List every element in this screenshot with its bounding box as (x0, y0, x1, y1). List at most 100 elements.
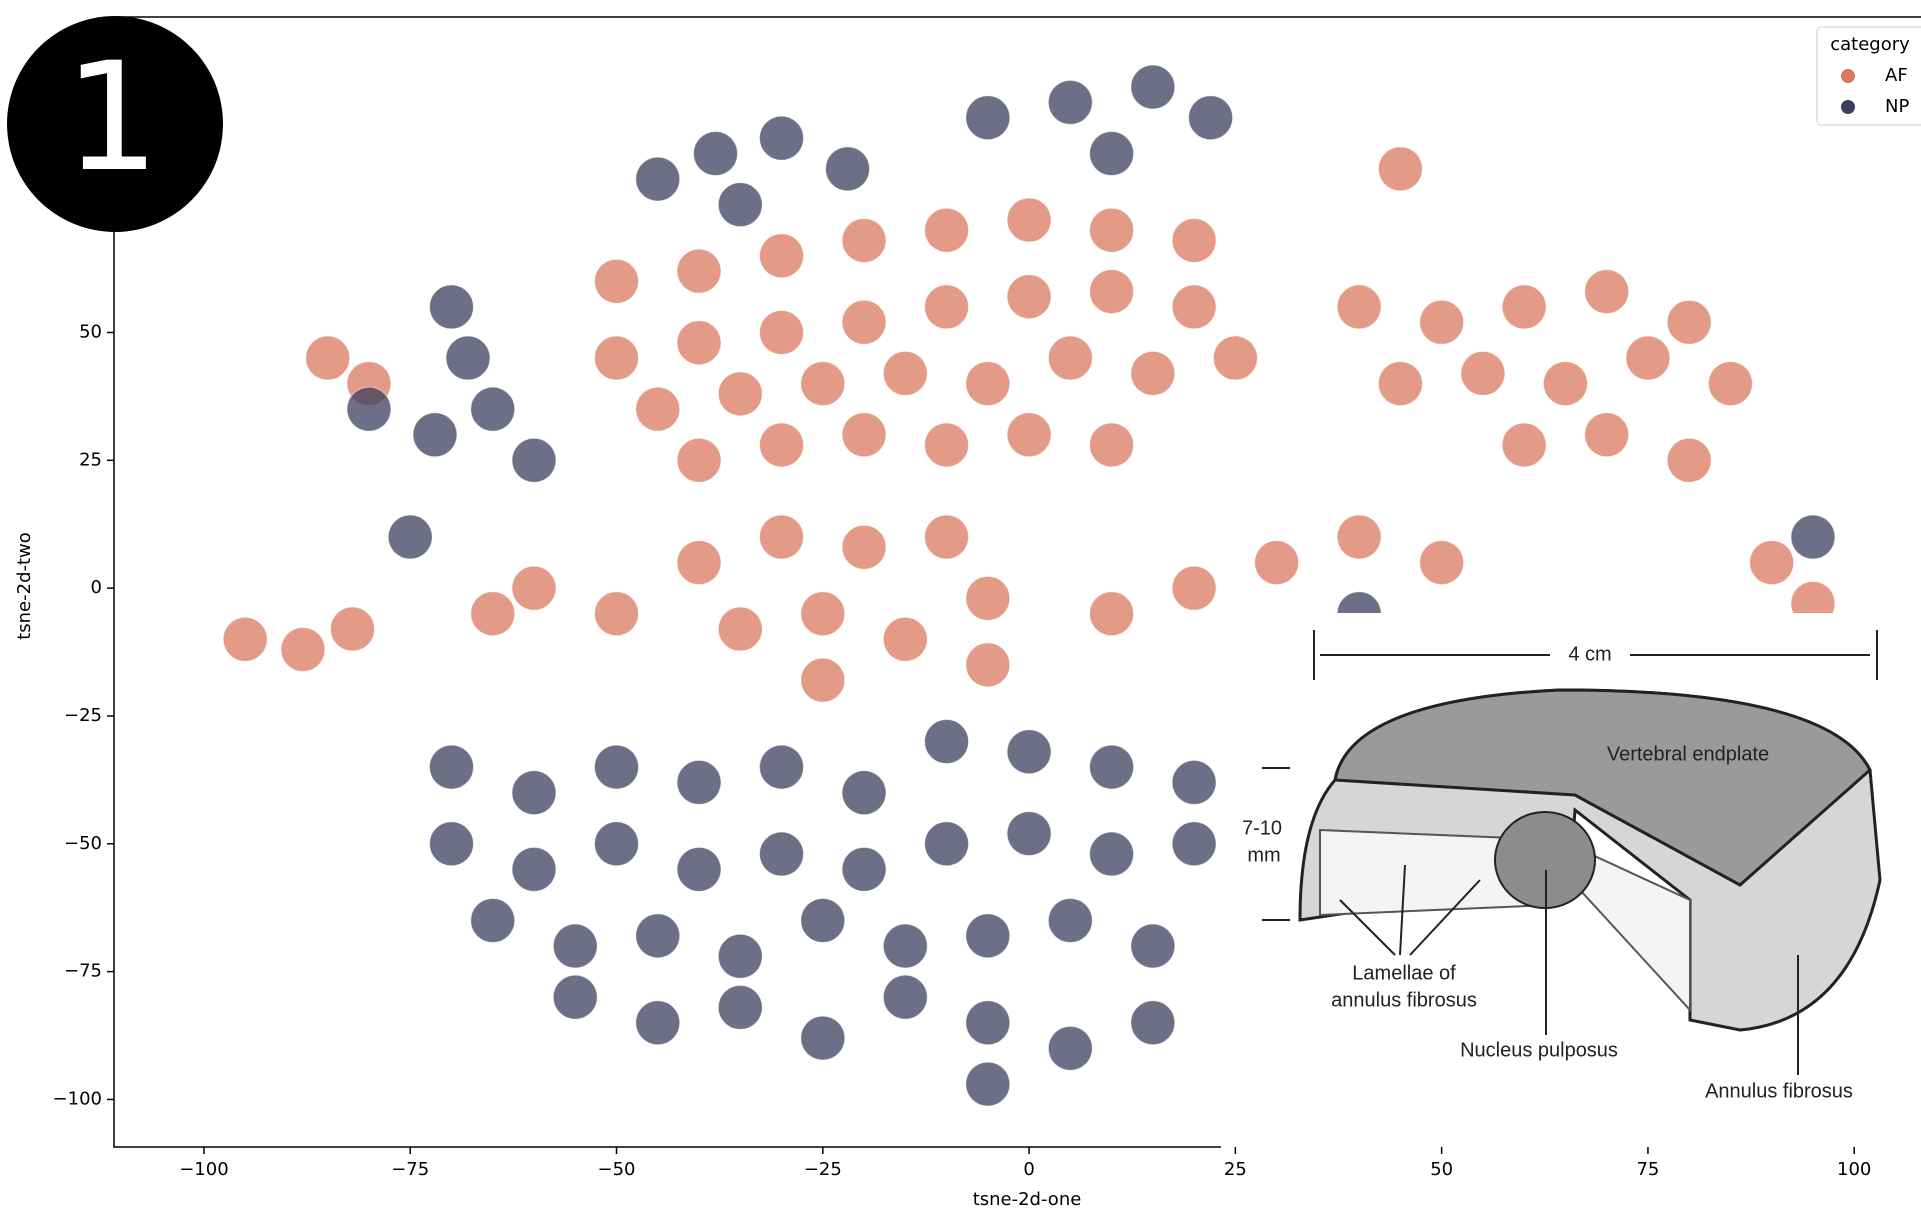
point (446, 336, 490, 380)
point (1090, 745, 1134, 789)
point (1172, 285, 1216, 329)
point (883, 975, 927, 1019)
point (842, 413, 886, 457)
inset-label: Annulus fibrosus (1705, 1080, 1853, 1102)
point (512, 771, 556, 815)
point (595, 259, 639, 303)
point (1502, 285, 1546, 329)
point (1378, 147, 1422, 191)
point (1337, 515, 1381, 559)
point (595, 822, 639, 866)
point (1090, 132, 1134, 176)
point (1626, 336, 1670, 380)
point (801, 898, 845, 942)
point (1131, 1001, 1175, 1045)
point (718, 183, 762, 227)
point (1667, 300, 1711, 344)
point (1131, 351, 1175, 395)
point (842, 300, 886, 344)
inset-label: 4 cm (1568, 643, 1611, 665)
point (429, 285, 473, 329)
point (471, 592, 515, 636)
point (966, 1001, 1010, 1045)
point (636, 1001, 680, 1045)
inset-label: Vertebral endplate (1607, 743, 1769, 765)
point (694, 132, 738, 176)
point (925, 515, 969, 559)
point (595, 336, 639, 380)
x-tick-label: −50 (598, 1159, 636, 1180)
inset-label: Nucleus pulposus (1460, 1039, 1618, 1061)
y-tick-label: 50 (79, 321, 102, 342)
point (842, 847, 886, 891)
point (512, 847, 556, 891)
point (512, 438, 556, 482)
point (1007, 730, 1051, 774)
x-axis-label: tsne-2d-one (973, 1189, 1082, 1210)
point (636, 387, 680, 431)
legend-marker (1841, 100, 1855, 114)
point (347, 387, 391, 431)
point (1172, 218, 1216, 262)
point (966, 362, 1010, 406)
point (842, 525, 886, 569)
point (429, 822, 473, 866)
point (595, 592, 639, 636)
x-tick-label: −75 (391, 1159, 429, 1180)
point (306, 336, 350, 380)
y-tick-label: −100 (53, 1088, 102, 1109)
point (760, 234, 804, 278)
point (760, 116, 804, 160)
point (1213, 336, 1257, 380)
point (1048, 898, 1092, 942)
point (1131, 924, 1175, 968)
point (718, 607, 762, 651)
point (883, 351, 927, 395)
point (925, 822, 969, 866)
x-tick-label: 50 (1430, 1159, 1453, 1180)
y-tick-label: 25 (79, 449, 102, 470)
point (718, 985, 762, 1029)
point (1048, 80, 1092, 124)
point (677, 847, 721, 891)
point (1007, 413, 1051, 457)
point (801, 592, 845, 636)
point (760, 310, 804, 354)
point (1090, 270, 1134, 314)
point (760, 423, 804, 467)
point (677, 760, 721, 804)
point (1420, 300, 1464, 344)
point (677, 321, 721, 365)
point (883, 617, 927, 661)
point (553, 975, 597, 1019)
point (925, 423, 969, 467)
x-tick-label: 25 (1224, 1159, 1247, 1180)
point (760, 515, 804, 559)
point (1007, 198, 1051, 242)
point (966, 1062, 1010, 1106)
inset-label: Lamellae of (1352, 962, 1456, 984)
point (1090, 592, 1134, 636)
point (1007, 812, 1051, 856)
point (842, 771, 886, 815)
point (595, 745, 639, 789)
point (966, 914, 1010, 958)
inset-diagram: 4 cm Vertebral endplate 7-10 mm Lamellae… (1221, 613, 1921, 1214)
point (883, 924, 927, 968)
point (677, 541, 721, 585)
point (826, 147, 870, 191)
point (801, 1016, 845, 1060)
point (1461, 351, 1505, 395)
point (429, 745, 473, 789)
y-tick-label: −75 (64, 961, 102, 982)
point (1585, 270, 1629, 314)
y-tick-label: −25 (64, 705, 102, 726)
point (925, 208, 969, 252)
point (1090, 208, 1134, 252)
x-tick-label: 75 (1636, 1159, 1659, 1180)
point (1090, 832, 1134, 876)
point (223, 617, 267, 661)
point (413, 413, 457, 457)
x-tick-label: −25 (804, 1159, 842, 1180)
point (512, 566, 556, 610)
